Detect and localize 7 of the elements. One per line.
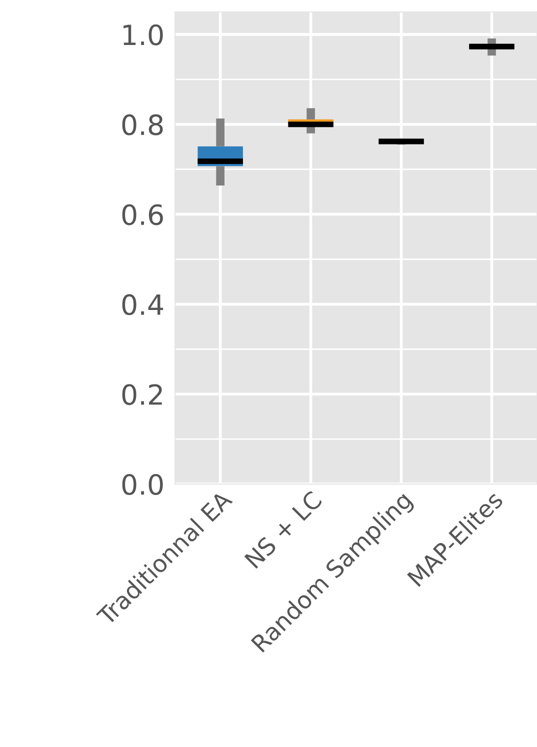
y-tick-label: 0.4 [122, 294, 164, 316]
x-tick-label: NS + LC [244, 490, 323, 569]
y-tick-label: 0.2 [122, 384, 162, 406]
y-tick-label: 0.0 [122, 474, 163, 496]
y-tick-label: 0.6 [122, 204, 163, 226]
y-tick-label: 0.8 [122, 114, 163, 136]
y-tick-label: 1.0 [124, 24, 163, 46]
